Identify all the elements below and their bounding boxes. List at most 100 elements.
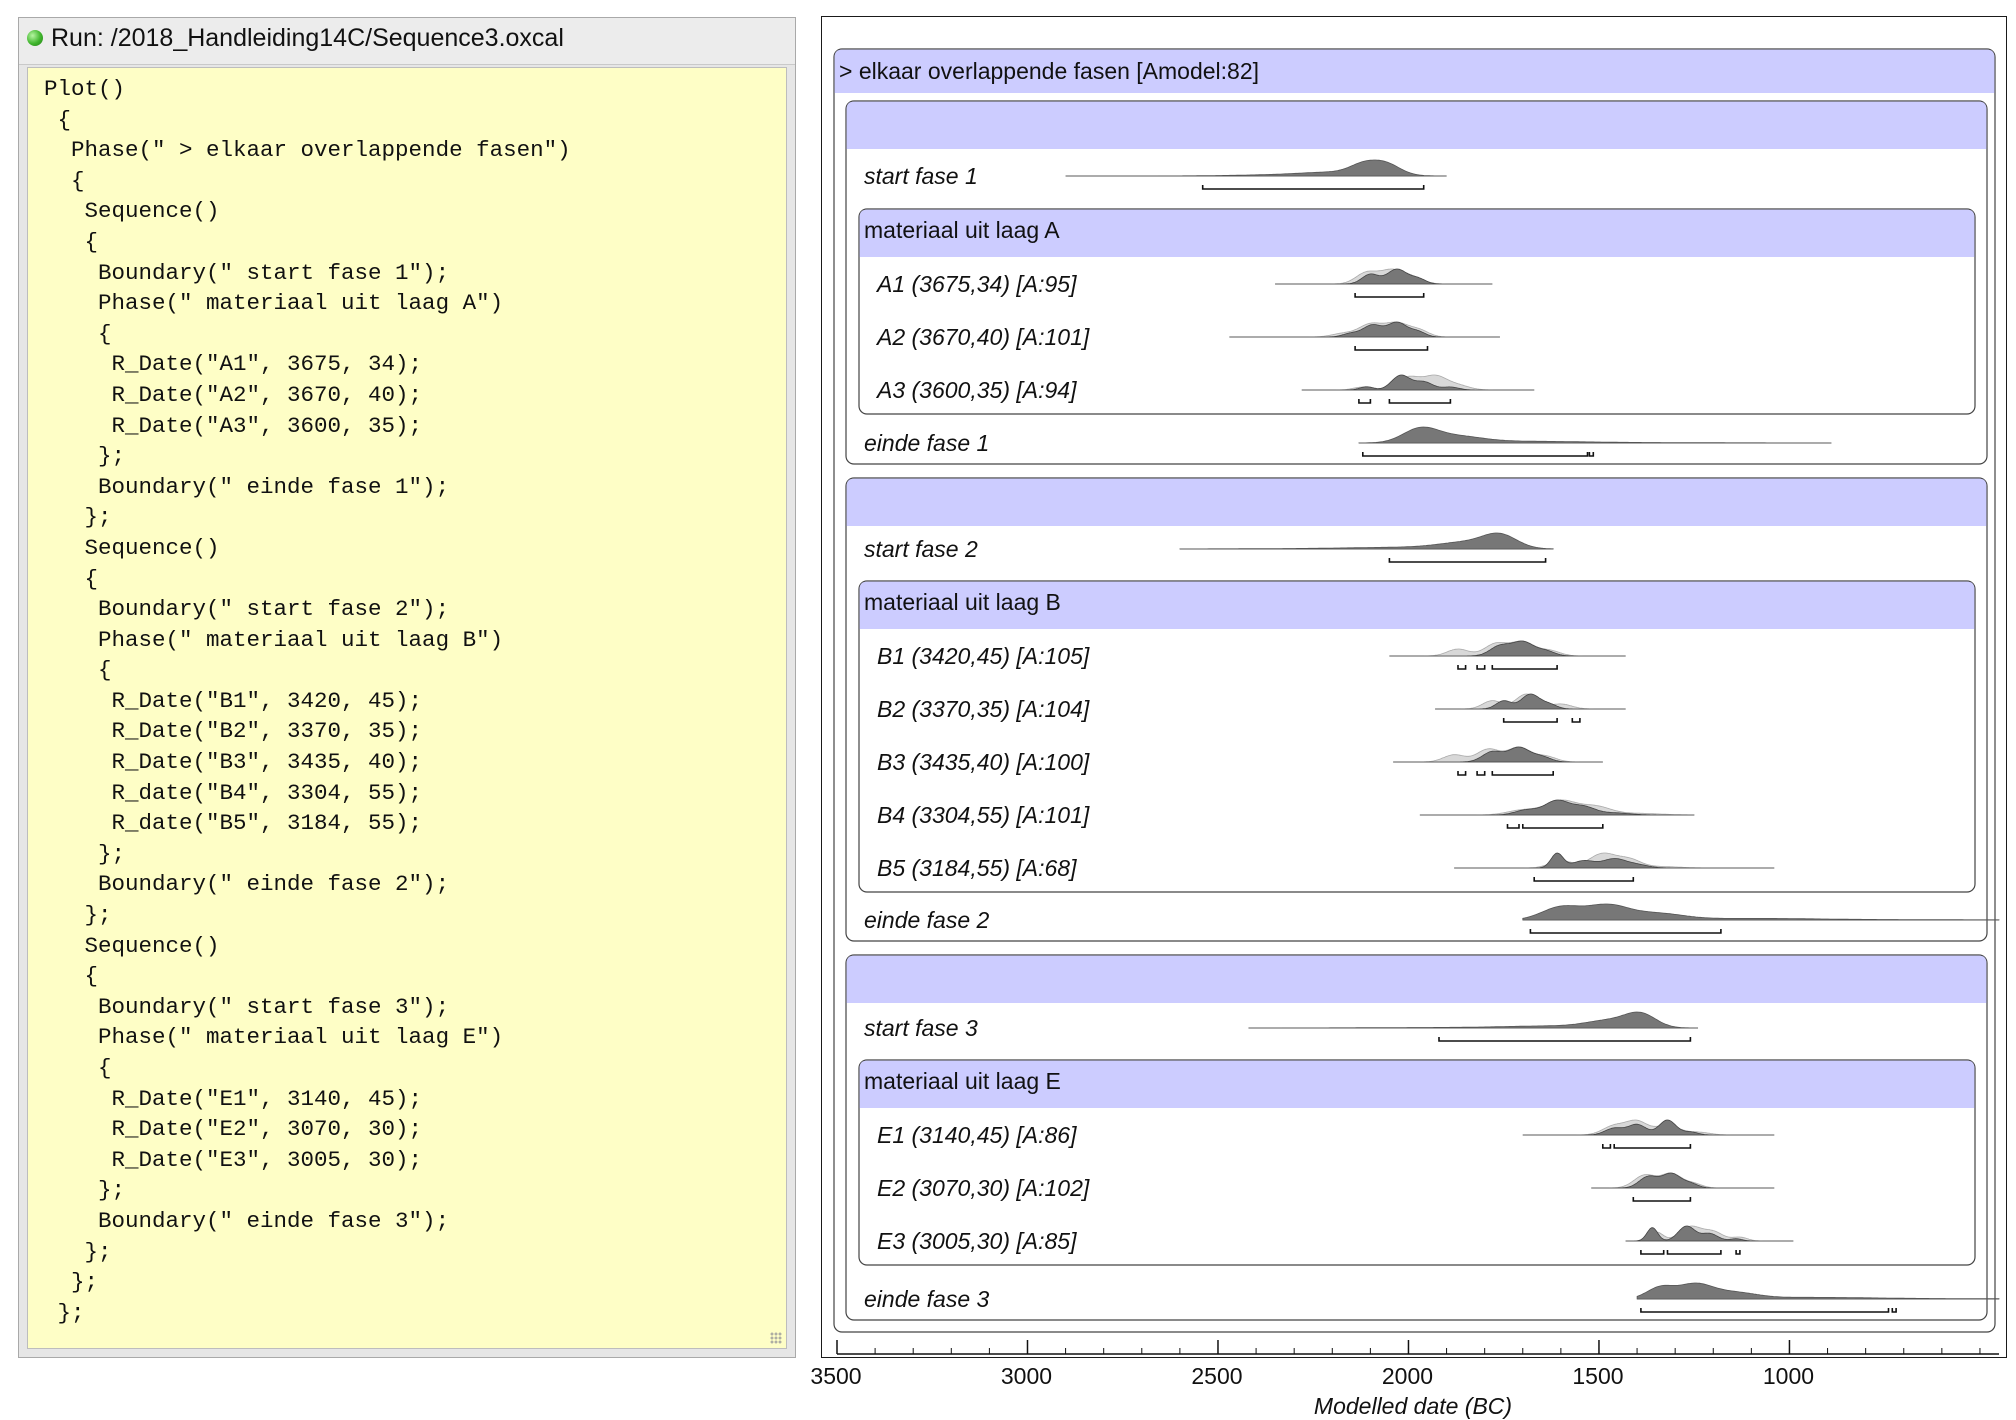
date-posterior xyxy=(1454,852,1775,869)
x-tick-label: 1000 xyxy=(1762,1363,1815,1389)
date-label: A1 (3675,34) [A:95] xyxy=(875,271,1077,297)
start-boundary-label: start fase 3 xyxy=(864,1015,978,1041)
date-range xyxy=(1354,346,1429,351)
start-boundary-label: start fase 2 xyxy=(864,536,978,562)
date-range xyxy=(1476,771,1486,776)
code-line: Boundary(" einde fase 2"); xyxy=(98,871,450,898)
code-line: }; xyxy=(71,1269,99,1296)
date-range xyxy=(1354,293,1425,298)
x-tick-label: 2500 xyxy=(1191,1363,1243,1389)
multiplot-frame: > elkaar overlappende fasen [Amodel:82] s… xyxy=(821,16,2007,1358)
date-range xyxy=(1613,1144,1692,1149)
outer-phase-title: > elkaar overlappende fasen [Amodel:82] xyxy=(839,58,1259,84)
code-line: Boundary(" einde fase 1"); xyxy=(98,473,450,500)
end-boundary-range xyxy=(1362,452,1589,457)
code-line: { xyxy=(98,657,112,684)
date-label: B3 (3435,40) [A:100] xyxy=(877,749,1090,775)
date-posterior xyxy=(1591,1172,1775,1189)
phase-title: materiaal uit laag B xyxy=(864,589,1061,615)
code-line: Boundary(" start fase 1"); xyxy=(98,259,450,286)
code-line: R_Date("B2", 3370, 35); xyxy=(111,718,423,745)
end-boundary-range xyxy=(1529,929,1722,934)
code-line: { xyxy=(84,565,99,592)
date-range xyxy=(1571,718,1581,723)
phase-box xyxy=(858,1059,1976,1266)
sequence-header xyxy=(846,101,1987,149)
code-line: R_date("B5", 3184, 55); xyxy=(111,810,423,837)
multiplot-chart: > elkaar overlappende fasen [Amodel:82] s… xyxy=(833,48,2000,1355)
x-tick-label: 1500 xyxy=(1572,1363,1624,1389)
code-line: Sequence() xyxy=(84,198,220,225)
code-line: R_Date("A3", 3600, 35); xyxy=(111,412,423,439)
code-window: Run: /2018_Handleiding14C/Sequence3.oxca… xyxy=(18,17,796,1358)
start-boundary-range xyxy=(1388,558,1547,563)
date-range xyxy=(1506,824,1520,829)
code-lines: Plot() { Phase(" > elkaar overlappende f… xyxy=(44,74,571,1328)
date-range xyxy=(1491,771,1554,776)
date-posterior xyxy=(1522,1119,1775,1136)
code-line: R_Date("E3", 3005, 30); xyxy=(111,1146,423,1173)
start-boundary-range xyxy=(1438,1037,1692,1042)
start-boundary-distribution xyxy=(1248,1011,1698,1029)
code-line: }; xyxy=(57,1299,85,1326)
end-boundary-label: einde fase 3 xyxy=(864,1286,990,1312)
x-tick-label: 3000 xyxy=(1000,1363,1053,1389)
resize-grip-icon[interactable] xyxy=(770,1332,782,1344)
x-axis-title: Modelled date (BC) xyxy=(1313,1393,1513,1419)
sequence-header xyxy=(846,955,1987,1003)
date-range xyxy=(1457,665,1467,670)
status-indicator-icon xyxy=(27,30,43,46)
date-label: E3 (3005,30) [A:85] xyxy=(877,1228,1077,1254)
end-boundary-distribution xyxy=(1358,426,1832,444)
code-line: R_Date("B1", 3420, 45); xyxy=(111,687,423,714)
date-range xyxy=(1491,665,1558,670)
phase-title: materiaal uit laag A xyxy=(864,217,1060,243)
code-line: { xyxy=(71,167,85,194)
code-line: R_Date("A2", 3670, 40); xyxy=(111,381,423,408)
start-boundary-distribution xyxy=(1065,159,1447,177)
date-range xyxy=(1632,1197,1692,1202)
start-boundary-distribution xyxy=(1179,532,1554,550)
code-line: R_Date("E2", 3070, 30); xyxy=(111,1116,423,1143)
date-range xyxy=(1735,1250,1741,1255)
end-boundary-distribution xyxy=(1522,903,2000,921)
date-range xyxy=(1602,1144,1612,1149)
x-tick-label: 2000 xyxy=(1381,1363,1434,1389)
date-range xyxy=(1476,665,1486,670)
code-line: Sequence() xyxy=(84,534,220,561)
code-line: Boundary(" einde fase 3"); xyxy=(98,1207,450,1234)
code-line: { xyxy=(84,228,99,255)
code-editor[interactable]: Plot() { Phase(" > elkaar overlappende f… xyxy=(27,67,787,1349)
date-range xyxy=(1457,771,1467,776)
end-boundary-range xyxy=(1588,452,1595,457)
outer-phase-header xyxy=(834,49,1995,93)
code-line: Phase(" materiaal uit laag B") xyxy=(98,626,504,653)
code-line: R_Date("E1", 3140, 45); xyxy=(111,1085,423,1112)
code-line: Sequence() xyxy=(84,932,220,959)
end-boundary-distribution xyxy=(1636,1282,2000,1300)
phase-header xyxy=(859,1060,1975,1108)
start-boundary-range xyxy=(1201,185,1425,190)
window-titlebar: Run: /2018_Handleiding14C/Sequence3.oxca… xyxy=(19,18,795,65)
code-line: Phase(" materiaal uit laag A") xyxy=(98,290,504,317)
phase-header xyxy=(859,581,1975,629)
date-posterior xyxy=(1435,693,1626,710)
phase-title: materiaal uit laag E xyxy=(864,1068,1061,1094)
date-range xyxy=(1666,1250,1722,1255)
code-line: }; xyxy=(84,504,112,531)
code-line: { xyxy=(57,106,72,133)
code-line: }; xyxy=(84,902,112,929)
date-label: A2 (3670,40) [A:101] xyxy=(875,324,1090,350)
code-line: { xyxy=(98,1055,112,1081)
date-label: A3 (3600,35) [A:94] xyxy=(875,377,1077,403)
date-label: B5 (3184,55) [A:68] xyxy=(877,855,1077,881)
start-boundary-label: start fase 1 xyxy=(864,163,978,189)
end-boundary-label: einde fase 1 xyxy=(864,430,989,456)
code-line: }; xyxy=(98,840,126,867)
phase-box xyxy=(858,580,1976,893)
date-range xyxy=(1640,1250,1665,1255)
code-line: { xyxy=(84,963,99,990)
date-range xyxy=(1502,718,1558,723)
code-line: Boundary(" start fase 2"); xyxy=(98,596,450,623)
date-range xyxy=(1358,399,1372,404)
